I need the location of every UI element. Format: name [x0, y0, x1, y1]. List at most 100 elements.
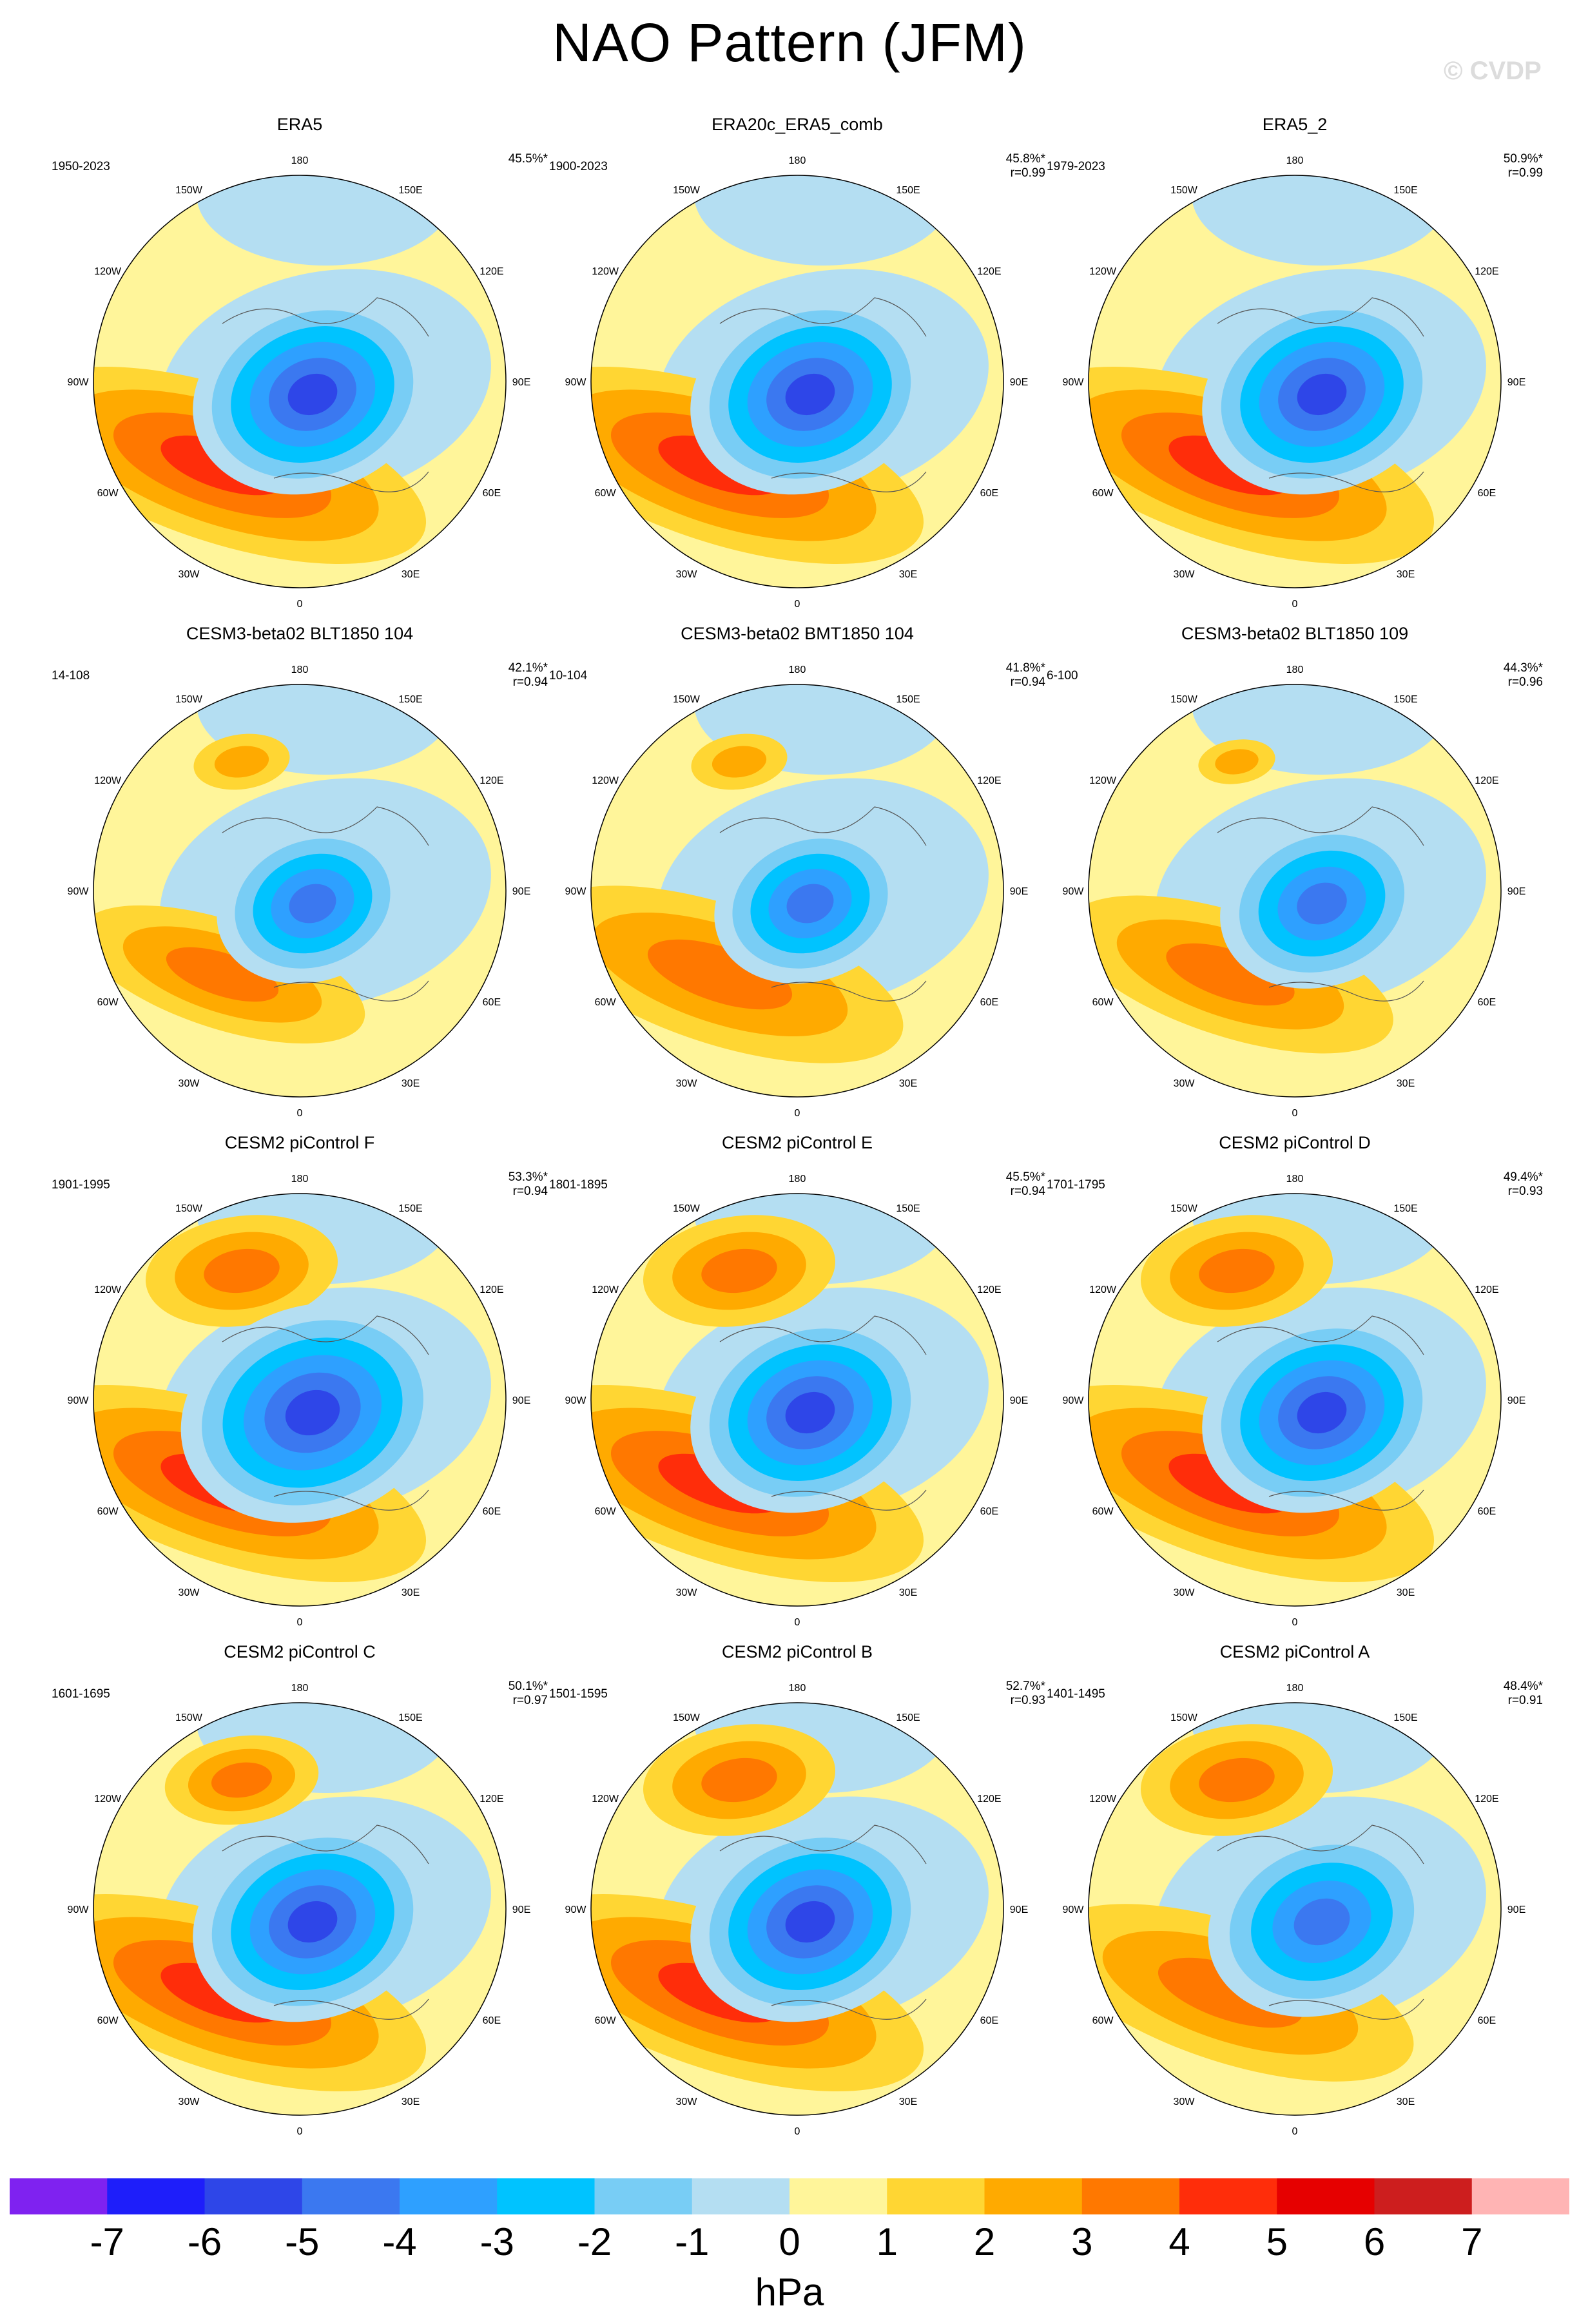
pattern-correlation: r=0.94	[512, 1185, 548, 1198]
map-panel: CESM2 piControl A 1401-1495 48.4%* r=0.91 18…	[1047, 1642, 1543, 2151]
longitude-label: 0	[1292, 1617, 1298, 1628]
longitude-label: 0	[1292, 2126, 1298, 2137]
longitude-label: 90E	[1507, 377, 1526, 388]
longitude-label: 180	[789, 1174, 806, 1185]
colorbar-segment	[692, 2178, 790, 2214]
longitude-label: 60W	[97, 488, 119, 499]
arctic-low-contour-6	[1297, 373, 1347, 416]
coastline	[222, 1825, 429, 2020]
longitude-label: 60W	[1092, 488, 1114, 499]
panel-title: CESM2 piControl A	[1219, 1642, 1370, 1661]
explained-variance: 49.4%*	[1503, 1170, 1543, 1184]
longitude-label: 30W	[179, 2096, 200, 2107]
panel-stats: 50.9%* r=0.99	[1504, 152, 1543, 180]
panel-years: 1979-2023	[1047, 160, 1105, 173]
longitude-label: 30W	[1174, 1078, 1196, 1089]
longitude-label: 30W	[676, 2096, 698, 2107]
panel-stats: 50.1%* r=0.97	[509, 1680, 548, 1708]
arctic-low-contour-6	[1297, 1391, 1347, 1434]
panel-title: ERA20c_ERA5_comb	[712, 115, 883, 134]
colorbar	[10, 2178, 1569, 2214]
longitude-label: 90W	[68, 1395, 90, 1406]
arctic-low-contour-6	[785, 1901, 835, 1943]
panel-title: CESM2 piControl B	[721, 1642, 873, 1661]
coastline	[222, 297, 429, 492]
longitude-label: 120E	[977, 266, 1001, 277]
longitude-label: 90W	[1063, 1904, 1085, 1915]
longitude-label: 120W	[94, 1284, 122, 1295]
longitude-label: 180	[1286, 1683, 1304, 1694]
longitude-label: 30W	[1174, 569, 1196, 580]
colorbar-tick-label: 5	[1266, 2220, 1288, 2263]
coastline	[1217, 806, 1424, 1002]
pacific-high-contour-3	[211, 1762, 272, 1798]
explained-variance: 53.3%*	[508, 1170, 548, 1184]
polar-map: 180 150E 120E 90E 60E 30E 0 30W 60W 90W 120W 150W	[565, 1683, 1029, 2137]
longitude-label: 150W	[175, 185, 203, 196]
colorbar-tick-label: -2	[577, 2220, 612, 2263]
longitude-label: 120W	[1089, 1284, 1117, 1295]
longitude-label: 30W	[1174, 1587, 1196, 1598]
longitude-label: 180	[789, 1683, 806, 1694]
coastline	[222, 1315, 429, 1511]
coastline	[1217, 1315, 1424, 1511]
colorbar-tick-label: 2	[973, 2220, 996, 2263]
panel-stats: 45.5%* r=0.94	[1006, 1170, 1045, 1199]
panel-title: CESM2 piControl D	[1219, 1133, 1371, 1152]
longitude-label: 60W	[595, 2015, 617, 2026]
longitude-label: 90W	[1063, 1395, 1085, 1406]
longitude-label: 150E	[1393, 1712, 1417, 1723]
polar-map: 180 150E 120E 90E 60E 30E 0 30W 60W 90W 120W 150W	[565, 664, 1029, 1119]
longitude-label: 30E	[402, 1078, 420, 1089]
longitude-label: 60E	[1478, 488, 1496, 499]
longitude-label: 120W	[1089, 266, 1117, 277]
longitude-label: 90W	[68, 886, 90, 897]
panel-years: 1901-1995	[52, 1178, 110, 1192]
panel-title: ERA5	[276, 115, 323, 134]
longitude-label: 120E	[1475, 266, 1498, 277]
longitude-label: 120W	[592, 1284, 619, 1295]
longitude-label: 30E	[402, 1587, 420, 1598]
longitude-label: 60E	[483, 997, 501, 1008]
longitude-label: 60W	[595, 488, 617, 499]
longitude-label: 90E	[512, 1904, 530, 1915]
coastline	[1217, 297, 1424, 492]
colorbar-tick-label: -7	[90, 2220, 124, 2263]
arctic-low-contour-5	[1297, 882, 1347, 925]
polar-map: 180 150E 120E 90E 60E 30E 0 30W 60W 90W 120W 150W	[68, 1683, 531, 2137]
panel-title: CESM2 piControl E	[721, 1133, 873, 1152]
explained-variance: 50.1%*	[508, 1680, 548, 1693]
longitude-label: 90E	[512, 377, 530, 388]
longitude-label: 0	[795, 1108, 800, 1119]
longitude-label: 30E	[899, 1078, 917, 1089]
arctic-low-contour-5	[289, 884, 336, 924]
longitude-label: 90E	[1010, 1395, 1028, 1406]
colorbar-segment	[1374, 2178, 1473, 2214]
coastline	[719, 297, 927, 492]
longitude-label: 180	[1286, 1174, 1304, 1185]
polar-map: 180 150E 120E 90E 60E 30E 0 30W 60W 90W 120W 150W	[68, 1174, 531, 1628]
arctic-low-contour-5	[1293, 1898, 1350, 1946]
longitude-label: 120E	[480, 1284, 503, 1295]
cvdp-watermark: © CVDP	[1444, 57, 1542, 85]
longitude-label: 120E	[977, 775, 1001, 786]
colorbar-tick-label: -4	[382, 2220, 417, 2263]
colorbar-tick-label: 1	[876, 2220, 898, 2263]
longitude-label: 120E	[1475, 1284, 1498, 1295]
longitude-label: 150E	[896, 1203, 920, 1214]
longitude-label: 150E	[896, 1712, 920, 1723]
map-border	[590, 684, 1004, 1098]
coastline	[719, 1315, 927, 1511]
longitude-label: 90E	[512, 1395, 530, 1406]
longitude-label: 150E	[896, 185, 920, 196]
longitude-label: 90E	[1010, 886, 1028, 897]
longitude-label: 120E	[480, 1794, 503, 1805]
coastline	[1217, 1825, 1424, 2020]
panel-stats: 42.1%* r=0.94	[509, 661, 548, 690]
pacific-high-contour-2	[712, 746, 767, 778]
longitude-label: 150W	[673, 1203, 701, 1214]
panel-stats: 44.3%* r=0.96	[1504, 661, 1543, 690]
colorbar-segment	[1179, 2178, 1277, 2214]
colorbar-segment	[204, 2178, 303, 2214]
colorbar-segment	[107, 2178, 205, 2214]
